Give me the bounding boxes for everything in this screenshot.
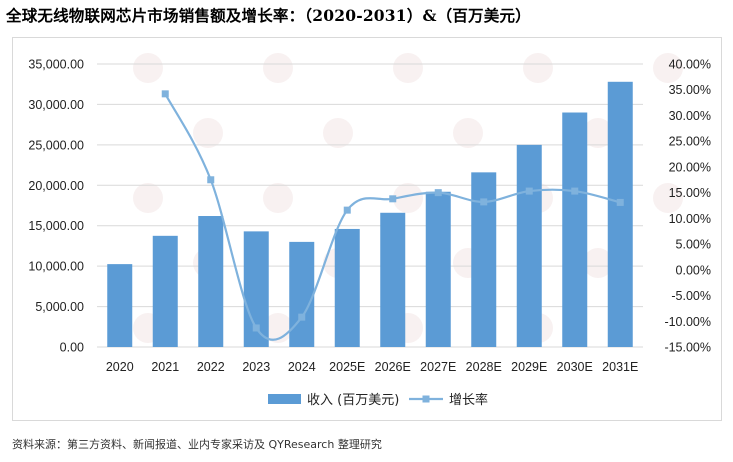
watermark-mark (653, 183, 683, 213)
x-tick-label: 2030E (557, 360, 593, 374)
x-tick-label: 2028E (466, 360, 502, 374)
chart-title: 全球无线物联网芯片市场销售额及增长率：（2020-2031）&（百万美元） (6, 6, 531, 25)
y-right-tick-label: -5.00% (671, 289, 711, 303)
y-left-tick-label: 15,000.00 (28, 219, 84, 233)
y-right-tick-label: 40.00% (669, 58, 711, 72)
y-left-tick-label: 0.00 (60, 341, 84, 355)
watermark-mark (263, 53, 293, 83)
x-tick-label: 2025E (329, 360, 365, 374)
y-left-tick-label: 5,000.00 (35, 300, 84, 314)
y-right-tick-label: 5.00% (676, 238, 711, 252)
watermark-mark (583, 248, 613, 278)
source-note: 资料来源：第三方资料、新闻报道、业内专家采访及 QYResearch 整理研究 (12, 438, 382, 451)
growth-rate-marker (571, 187, 579, 195)
y-left-tick-label: 35,000.00 (28, 58, 84, 72)
x-tick-label: 2020 (106, 360, 134, 374)
y-left-tick-label: 10,000.00 (28, 260, 84, 274)
bar (562, 112, 588, 347)
watermark-mark (263, 183, 293, 213)
y-right-tick-label: 10.00% (669, 212, 711, 226)
growth-rate-marker (343, 206, 351, 214)
watermark-mark (583, 118, 613, 148)
x-tick-label: 2022 (197, 360, 225, 374)
legend-line-marker (422, 395, 430, 403)
growth-rate-marker (389, 195, 397, 203)
watermark-mark (133, 183, 163, 213)
bar (289, 241, 315, 347)
watermark-mark (453, 118, 483, 148)
y-right-tick-label: 0.00% (676, 263, 711, 277)
bar (425, 191, 451, 347)
bar (380, 212, 406, 347)
watermark-mark (653, 53, 683, 83)
y-right-tick-label: 35.00% (669, 83, 711, 97)
y-right-tick-label: -15.00% (664, 341, 711, 355)
y-left-tick-label: 25,000.00 (28, 138, 84, 152)
watermark-mark (393, 183, 423, 213)
y-left-tick-label: 30,000.00 (28, 98, 84, 112)
bar (334, 228, 360, 347)
watermark-mark (393, 53, 423, 83)
growth-rate-marker (161, 90, 169, 98)
legend-bar-label: 收入 (百万美元) (307, 393, 399, 408)
chart-frame: 0.00 5,000.00 10,000.00 15,000.00 20,000.00 2… (12, 37, 722, 421)
bar (107, 264, 133, 347)
growth-rate-marker (298, 313, 306, 321)
y-right-tick-label: 15.00% (669, 186, 711, 200)
x-tick-label: 2029E (511, 360, 547, 374)
growth-rate-marker (207, 176, 215, 184)
x-tick-label: 2024 (288, 360, 316, 374)
x-tick-label: 2021 (151, 360, 179, 374)
y-right-tick-label: 20.00% (669, 160, 711, 174)
growth-rate-marker (616, 198, 624, 206)
growth-rate-marker (525, 187, 533, 195)
bar (607, 81, 633, 347)
chart-svg: 0.00 5,000.00 10,000.00 15,000.00 20,000.00 2… (28, 53, 711, 408)
legend-line-label: 增长率 (449, 392, 488, 408)
bar (516, 144, 542, 347)
growth-rate-marker (252, 324, 260, 332)
growth-rate-marker (480, 198, 488, 206)
watermark-mark (193, 118, 223, 148)
growth-rate-marker (434, 189, 442, 197)
bar (152, 235, 178, 347)
x-tick-label: 2023 (242, 360, 270, 374)
bar (198, 216, 224, 347)
watermark-mark (133, 53, 163, 83)
y-right-tick-label: 30.00% (669, 109, 711, 123)
x-tick-label: 2026E (375, 360, 411, 374)
y-right-tick-label: 25.00% (669, 135, 711, 149)
watermark-mark (323, 118, 353, 148)
y-left-tick-label: 20,000.00 (28, 179, 84, 193)
x-tick-label: 2027E (420, 360, 456, 374)
y-right-tick-label: -10.00% (664, 315, 711, 329)
legend-bar-swatch (268, 394, 301, 404)
x-tick-label: 2031E (602, 360, 638, 374)
watermark-mark (523, 53, 553, 83)
